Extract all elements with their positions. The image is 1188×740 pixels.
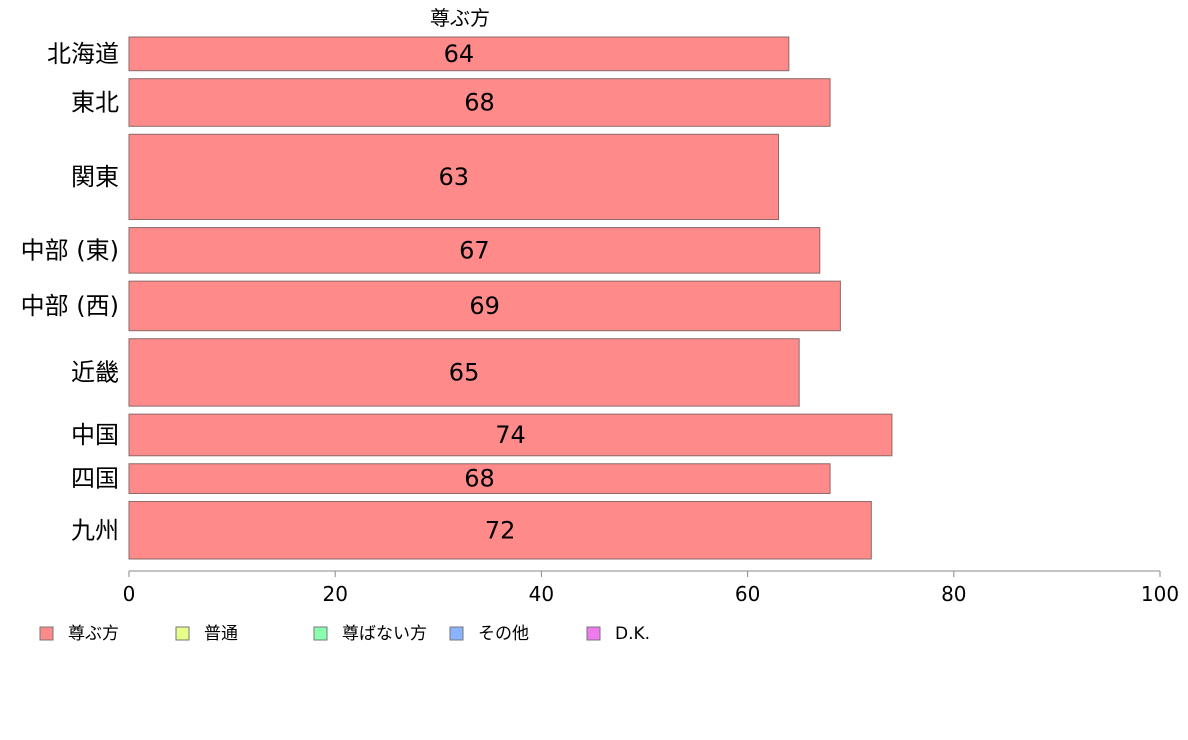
bar-8: [128, 501, 872, 560]
x-tick-label: 20: [322, 582, 347, 606]
category-label: 近畿: [71, 358, 119, 386]
bar-0: [128, 36, 790, 72]
legend-item: 尊ばない方: [313, 624, 427, 644]
data-label: 69: [469, 292, 500, 320]
data-label: 65: [449, 358, 480, 386]
legend-label: D.K.: [615, 624, 650, 644]
x-tick-label: 60: [735, 582, 760, 606]
category-label: 九州: [71, 516, 119, 544]
bar-4: [128, 280, 841, 332]
category-label: 四国: [71, 465, 119, 493]
data-label: 67: [459, 236, 490, 264]
bar-7: [128, 463, 831, 495]
bar-2: [128, 133, 780, 221]
chart-title: 尊ぶ方: [430, 6, 490, 30]
bars-layer: 北海道 64 東北 68 関東 63 中部 (東) 67 中部 (西) 69 近畿 65 中国 74 四国 6…: [21, 36, 893, 560]
legend-swatch: [39, 626, 54, 641]
data-label: 72: [485, 516, 516, 544]
data-label: 64: [444, 40, 475, 68]
legend-item: 普通: [175, 624, 238, 644]
data-label: 74: [495, 421, 526, 449]
legend: 尊ぶ方 普通 尊ばない方 その他 D.K.: [39, 624, 650, 644]
category-label: 中部 (西): [21, 292, 119, 320]
legend-swatch: [313, 626, 328, 641]
category-label: 東北: [71, 88, 119, 116]
bar-1: [128, 78, 831, 127]
legend-swatch: [449, 626, 464, 641]
data-label: 68: [464, 88, 495, 116]
x-tick-label: 40: [529, 582, 554, 606]
legend-item: 尊ぶ方: [39, 624, 119, 644]
legend-label: 尊ぶ方: [68, 624, 119, 644]
data-label: 68: [464, 465, 495, 493]
legend-item: D.K.: [586, 624, 650, 644]
x-axis: 0 20 40 60 80 100: [123, 570, 1179, 606]
category-label: 関東: [71, 163, 119, 191]
legend-swatch: [586, 626, 601, 641]
legend-item: その他: [449, 624, 529, 644]
data-label: 63: [438, 163, 469, 191]
category-label: 北海道: [47, 40, 119, 68]
legend-label: 普通: [204, 624, 238, 644]
category-label: 中国: [71, 421, 119, 449]
bar-3: [128, 227, 821, 274]
legend-label: 尊ばない方: [342, 624, 427, 644]
legend-label: その他: [478, 624, 529, 644]
bar-6: [128, 413, 893, 457]
bar-5: [128, 338, 800, 407]
x-tick-label: 80: [941, 582, 966, 606]
x-tick-label: 0: [123, 582, 136, 606]
category-label: 中部 (東): [21, 236, 119, 264]
x-tick-label: 100: [1141, 582, 1179, 606]
legend-swatch: [175, 626, 190, 641]
